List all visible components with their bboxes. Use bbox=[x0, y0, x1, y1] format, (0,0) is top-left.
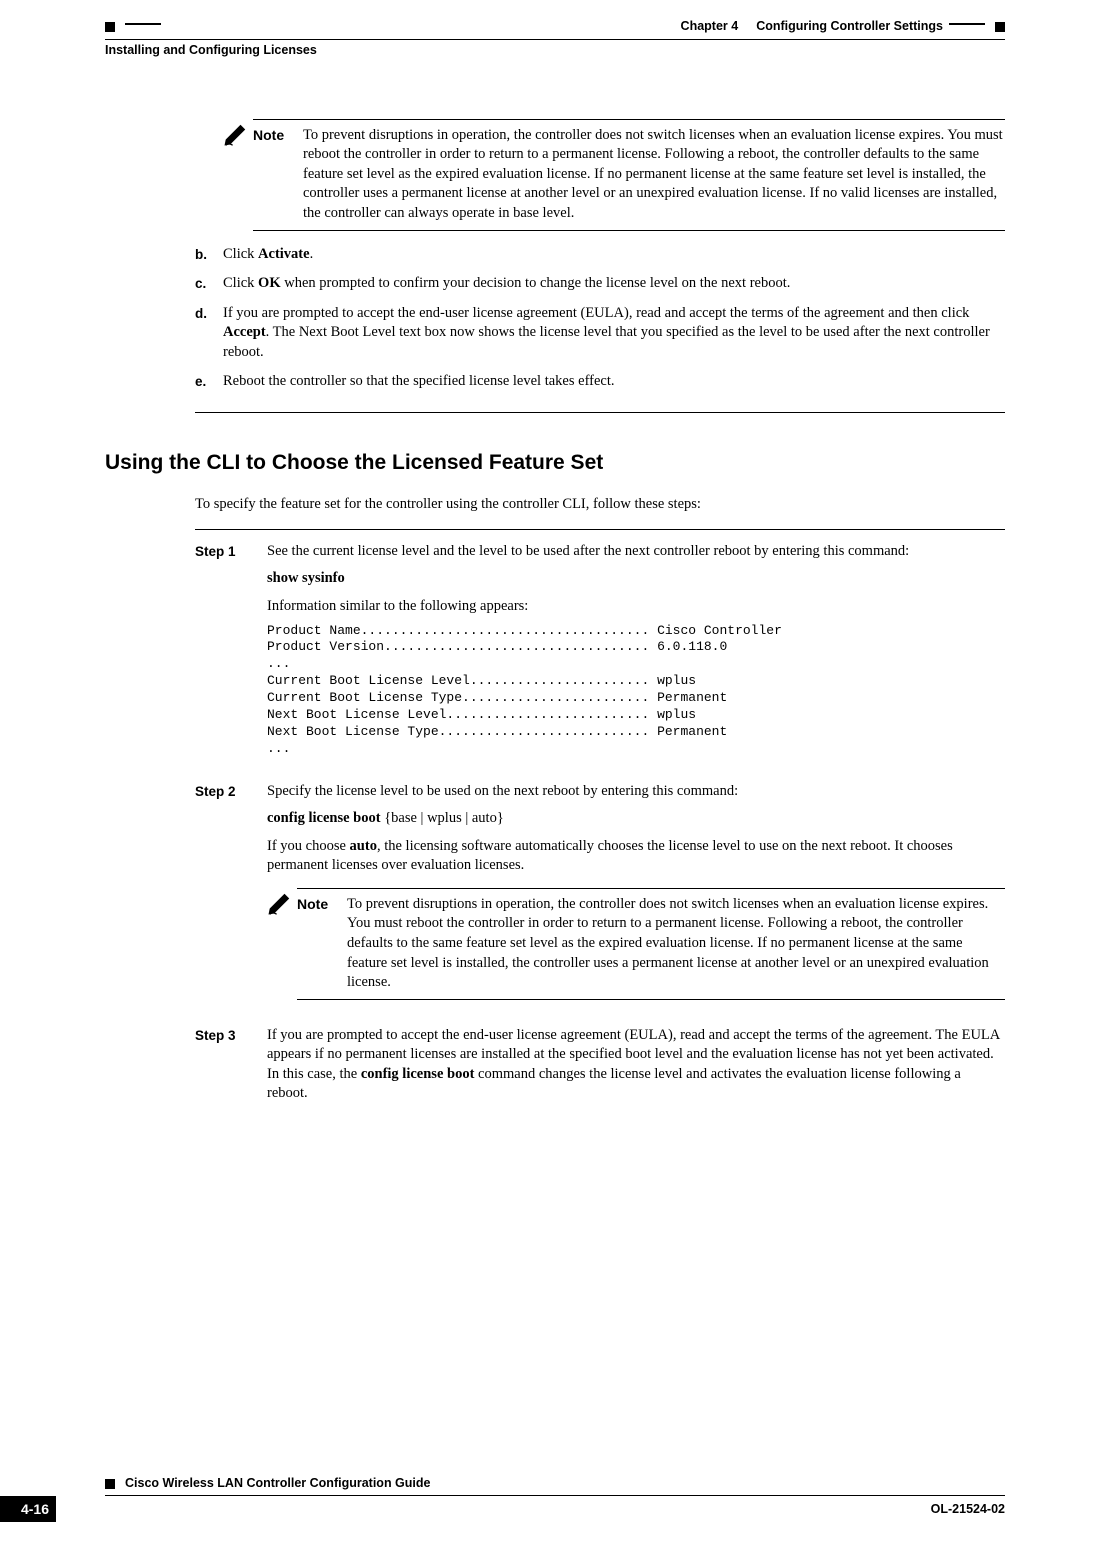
header-bar-icon bbox=[949, 23, 985, 25]
step-text: If you are prompted to accept the end-us… bbox=[223, 304, 1005, 363]
step-label: e. bbox=[195, 372, 223, 392]
guide-title: Cisco Wireless LAN Controller Configurat… bbox=[125, 1475, 430, 1492]
header-right: Chapter 4 Configuring Controller Setting… bbox=[681, 18, 1005, 35]
sub-step-c: c. Click OK when prompted to confirm you… bbox=[195, 274, 1005, 294]
header-bar-icon bbox=[125, 23, 161, 25]
step-1: Step 1 See the current license level and… bbox=[195, 542, 1005, 770]
doc-id: OL-21524-02 bbox=[931, 1496, 1005, 1522]
step-text: Click Activate. bbox=[223, 245, 1005, 265]
intro-paragraph: To specify the feature set for the contr… bbox=[195, 495, 1005, 515]
header-square-icon bbox=[105, 22, 115, 32]
note-text: To prevent disruptions in operation, the… bbox=[347, 895, 1005, 993]
note-pencil-icon bbox=[223, 119, 251, 147]
step-label: c. bbox=[195, 274, 223, 294]
sub-step-list: b. Click Activate. c. Click OK when prom… bbox=[195, 245, 1005, 392]
step-text: If you are prompted to accept the end-us… bbox=[267, 1026, 1005, 1104]
step-paragraph: If you choose auto, the licensing softwa… bbox=[267, 837, 1005, 876]
command-config-license-boot: config license boot {base | wplus | auto… bbox=[267, 809, 1005, 829]
note-block: Note To prevent disruptions in operation… bbox=[267, 888, 1005, 1000]
step-label: d. bbox=[195, 304, 223, 363]
step-label: b. bbox=[195, 245, 223, 265]
step-2: Step 2 Specify the license level to be u… bbox=[195, 782, 1005, 1014]
step-label: Step 1 bbox=[195, 542, 267, 770]
chapter-title: Configuring Controller Settings bbox=[756, 18, 943, 35]
note-text: To prevent disruptions in operation, the… bbox=[303, 126, 1005, 224]
steps-rule bbox=[195, 529, 1005, 530]
step-3: Step 3 If you are prompted to accept the… bbox=[195, 1026, 1005, 1104]
step-text: See the current license level and the le… bbox=[267, 542, 1005, 562]
footer-square-icon bbox=[105, 1479, 115, 1489]
header-left bbox=[105, 18, 167, 35]
note-label: Note bbox=[253, 126, 303, 224]
sub-step-e: e. Reboot the controller so that the spe… bbox=[195, 372, 1005, 392]
step-text: Click OK when prompted to confirm your d… bbox=[223, 274, 1005, 294]
section-breadcrumb: Installing and Configuring Licenses bbox=[105, 42, 1005, 59]
running-header: Chapter 4 Configuring Controller Setting… bbox=[105, 18, 1005, 35]
note-block: Note To prevent disruptions in operation… bbox=[223, 119, 1005, 231]
command-show-sysinfo: show sysinfo bbox=[267, 569, 1005, 589]
chapter-label: Chapter 4 bbox=[681, 18, 739, 35]
step-label: Step 3 bbox=[195, 1026, 267, 1104]
cli-output: Product Name............................… bbox=[267, 623, 1005, 758]
note-label: Note bbox=[297, 895, 347, 993]
step-text: Specify the license level to be used on … bbox=[267, 782, 1005, 802]
page-number: 4-16 bbox=[0, 1496, 56, 1522]
sub-step-b: b. Click Activate. bbox=[195, 245, 1005, 265]
sub-step-d: d. If you are prompted to accept the end… bbox=[195, 304, 1005, 363]
heading-cli-feature-set: Using the CLI to Choose the Licensed Fea… bbox=[105, 449, 1005, 477]
step-text: Reboot the controller so that the specif… bbox=[223, 372, 1005, 392]
note-pencil-icon bbox=[267, 888, 295, 916]
section-rule bbox=[195, 412, 1005, 413]
header-square-icon bbox=[995, 22, 1005, 32]
info-label: Information similar to the following app… bbox=[267, 597, 1005, 617]
header-rule bbox=[105, 39, 1005, 40]
step-label: Step 2 bbox=[195, 782, 267, 1014]
page-footer: Cisco Wireless LAN Controller Configurat… bbox=[0, 1475, 1095, 1522]
